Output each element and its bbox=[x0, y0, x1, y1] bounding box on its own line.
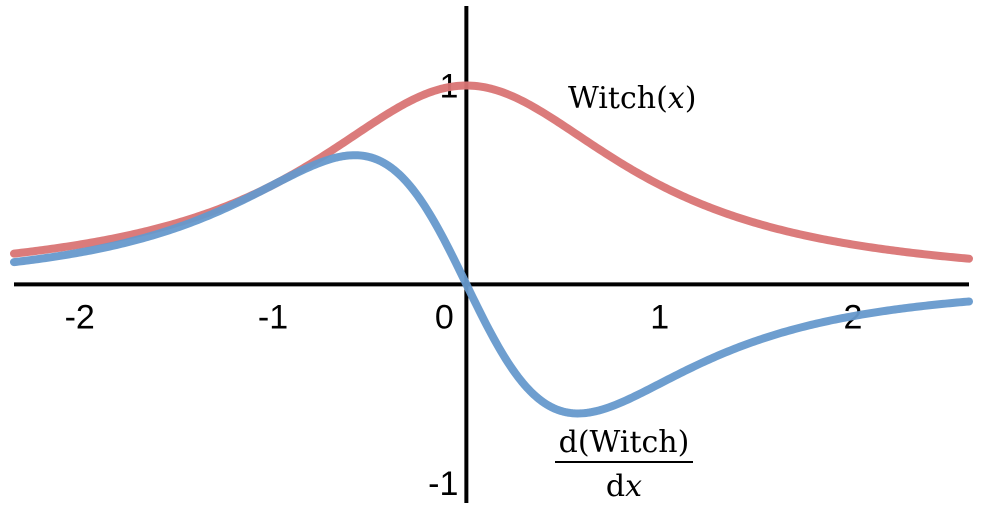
derivative-denominator-main: d bbox=[606, 469, 625, 504]
witch-label-main: Witch( bbox=[568, 81, 668, 116]
axes bbox=[14, 6, 969, 503]
derivative-numerator: d(Witch) bbox=[559, 425, 690, 460]
derivative-label: d(Witch) dx bbox=[555, 425, 693, 504]
derivative-denominator-var: x bbox=[625, 469, 642, 504]
curves bbox=[10, 81, 973, 418]
tick-labels: -2 -1 0 1 21-1 bbox=[65, 68, 863, 504]
x-tick-label: -1 bbox=[258, 298, 288, 336]
x-tick-label: 1 bbox=[650, 298, 669, 336]
witch-label-close: ) bbox=[685, 81, 697, 116]
y-tick-label: -1 bbox=[428, 465, 458, 503]
x-tick-label: 0 bbox=[435, 298, 454, 336]
witch-label: Witch(x) bbox=[568, 81, 696, 116]
derivative-curve bbox=[10, 151, 973, 418]
witch-label-var: x bbox=[668, 81, 685, 116]
derivative-denominator: dx bbox=[606, 469, 642, 504]
witch-curve bbox=[10, 81, 973, 263]
x-tick-label: -2 bbox=[65, 298, 95, 336]
